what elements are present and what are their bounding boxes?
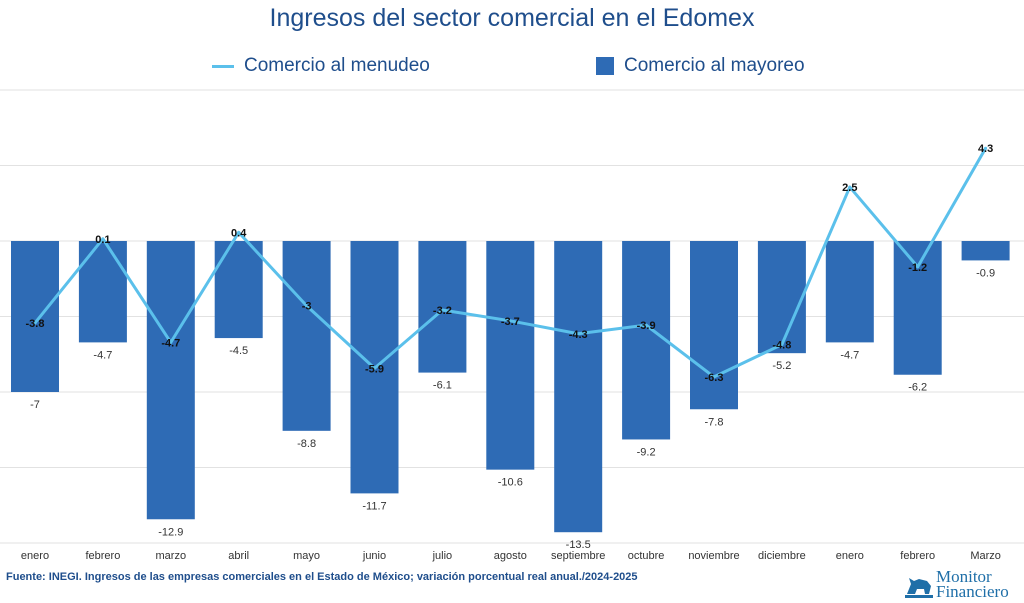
bar-data-label: -0.9 bbox=[976, 267, 995, 279]
line-point bbox=[373, 366, 376, 370]
legend-line-swatch bbox=[212, 64, 234, 68]
x-tick-label: Marzo bbox=[970, 550, 1001, 562]
x-tick-label: mayo bbox=[293, 550, 320, 562]
x-tick-label: octubre bbox=[628, 550, 665, 562]
bar-data-label: -5.2 bbox=[772, 360, 791, 372]
bull-icon bbox=[905, 578, 933, 598]
bar bbox=[893, 241, 942, 375]
logo: Monitor Financiero bbox=[905, 567, 1009, 601]
bar bbox=[282, 241, 331, 431]
line-point bbox=[305, 304, 309, 308]
bar bbox=[961, 241, 1010, 261]
bar bbox=[554, 241, 603, 533]
bar bbox=[418, 241, 467, 373]
line-data-label: 0.4 bbox=[231, 227, 247, 239]
line-point bbox=[712, 375, 716, 379]
x-tick-label: enero bbox=[836, 550, 864, 562]
line-point bbox=[101, 237, 105, 241]
line-data-label: -4.8 bbox=[772, 340, 791, 352]
x-tick-label: enero bbox=[21, 550, 49, 562]
x-tick-label: septiembre bbox=[551, 550, 605, 562]
bar bbox=[825, 241, 874, 343]
bar-data-label: -8.8 bbox=[297, 438, 316, 450]
bar-data-label: -10.6 bbox=[498, 477, 523, 489]
line-point bbox=[508, 319, 512, 323]
bar-data-label: -13.5 bbox=[566, 539, 591, 551]
x-tick-label: febrero bbox=[85, 550, 120, 562]
legend-label: Comercio al mayoreo bbox=[624, 55, 805, 76]
line-point bbox=[576, 332, 580, 336]
bar-data-label: -11.7 bbox=[362, 500, 386, 512]
line-point bbox=[237, 230, 241, 234]
line-data-label: -3.9 bbox=[637, 320, 656, 332]
bar-data-label: -12.9 bbox=[158, 526, 183, 538]
bar bbox=[486, 241, 535, 470]
line-point bbox=[644, 323, 648, 327]
x-tick-label: agosto bbox=[494, 550, 527, 562]
bar-data-label: -7.8 bbox=[705, 416, 724, 428]
chart-title: Ingresos del sector comercial en el Edom… bbox=[269, 4, 755, 32]
x-tick-label: diciembre bbox=[758, 550, 806, 562]
logo-text-1: Monitor bbox=[936, 567, 992, 586]
line-point bbox=[984, 146, 988, 150]
line-point bbox=[780, 343, 784, 347]
bar-data-label: -4.7 bbox=[840, 349, 859, 361]
line-point bbox=[440, 308, 444, 312]
source-note: Fuente: INEGI. Ingresos de las empresas … bbox=[6, 571, 638, 583]
x-tick-label: febrero bbox=[900, 550, 935, 562]
line-point bbox=[848, 185, 852, 189]
x-tick-label: julio bbox=[432, 550, 453, 562]
line-data-label: -3.8 bbox=[26, 318, 45, 330]
legend-item-menudeo: Comercio al menudeo bbox=[212, 55, 430, 77]
x-tick-label: marzo bbox=[156, 550, 187, 562]
line-point bbox=[33, 321, 37, 325]
line-data-label: 4.3 bbox=[978, 143, 993, 155]
bar bbox=[214, 241, 263, 339]
x-tick-label: abril bbox=[228, 550, 249, 562]
line-point bbox=[169, 340, 173, 344]
line-data-label: -5.9 bbox=[365, 363, 384, 375]
legend-label: Comercio al menudeo bbox=[244, 55, 430, 76]
line-data-label: -4.7 bbox=[161, 337, 180, 349]
line-data-label: -3 bbox=[302, 301, 312, 313]
x-tick-label: junio bbox=[362, 550, 386, 562]
legend-item-mayoreo: Comercio al mayoreo bbox=[596, 55, 805, 77]
line-data-label: 0.1 bbox=[95, 234, 110, 246]
bar bbox=[622, 241, 671, 440]
line-point bbox=[916, 265, 920, 269]
bar-data-label: -4.5 bbox=[229, 345, 248, 357]
bar-data-label: -7 bbox=[30, 399, 40, 411]
bar bbox=[146, 241, 195, 520]
line-data-label: 2.5 bbox=[842, 182, 857, 194]
bar bbox=[757, 241, 806, 354]
bar bbox=[11, 241, 59, 392]
logo-text-2: Financiero bbox=[936, 582, 1009, 601]
bar bbox=[690, 241, 738, 410]
legend-bar-swatch bbox=[596, 57, 614, 75]
line-data-label: -3.2 bbox=[433, 305, 452, 317]
line-data-label: -3.7 bbox=[501, 316, 520, 328]
line-data-label: -6.3 bbox=[705, 372, 724, 384]
bar-data-label: -4.7 bbox=[93, 349, 112, 361]
line-data-label: -1.2 bbox=[908, 262, 927, 274]
bar-data-label: -6.1 bbox=[433, 380, 452, 392]
line-data-label: -4.3 bbox=[569, 329, 588, 341]
bar-data-label: -9.2 bbox=[637, 446, 656, 458]
x-tick-label: noviembre bbox=[688, 550, 739, 562]
bar-data-label: -6.2 bbox=[908, 382, 927, 394]
bar bbox=[78, 241, 127, 343]
